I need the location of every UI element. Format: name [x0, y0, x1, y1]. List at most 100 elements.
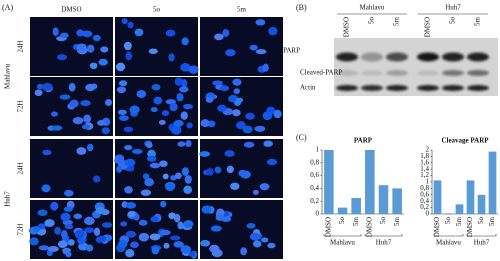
nucleus	[127, 21, 134, 29]
nucleus	[41, 184, 51, 193]
nucleus	[215, 213, 225, 221]
bar	[433, 180, 442, 214]
nucleus	[86, 143, 94, 152]
nucleus	[253, 240, 262, 248]
bar	[351, 198, 361, 214]
nucleus	[74, 229, 85, 239]
bar	[488, 151, 497, 214]
band	[361, 85, 383, 91]
nucleus	[245, 112, 255, 120]
x-tick-label: DMSO	[433, 217, 441, 237]
nucleus	[121, 18, 128, 25]
nucleus	[69, 99, 79, 108]
nucleus	[180, 111, 188, 120]
nucleus	[76, 147, 87, 155]
band	[386, 85, 408, 91]
nucleus	[125, 230, 136, 238]
micrograph	[200, 200, 283, 259]
nucleus	[273, 109, 282, 119]
nucleus	[150, 216, 159, 223]
column-label: DMSO	[61, 6, 81, 14]
nucleus	[163, 242, 170, 249]
nucleus	[165, 29, 176, 37]
bar	[365, 150, 375, 214]
nucleus	[252, 189, 259, 195]
nucleus	[89, 62, 98, 70]
nucleus	[29, 237, 39, 246]
nucleus	[95, 206, 106, 215]
nucleus	[86, 44, 95, 53]
nucleus	[125, 248, 135, 258]
nucleus	[138, 219, 148, 226]
nucleus	[151, 83, 161, 91]
nucleus	[123, 41, 132, 51]
row-label: 24H	[17, 162, 25, 174]
nucleus	[149, 162, 161, 169]
nucleus	[83, 227, 95, 234]
nucleus	[162, 173, 169, 180]
nucleus	[64, 224, 74, 230]
x-tick-label: 5o	[379, 217, 387, 225]
row-label: 24H	[17, 40, 25, 52]
group-bracket	[323, 234, 362, 237]
nucleus	[81, 124, 90, 130]
nucleus	[114, 156, 125, 165]
nucleus	[123, 126, 134, 133]
micrograph	[200, 77, 283, 136]
nucleus	[147, 149, 156, 158]
y-tick-label: 0,4	[420, 197, 429, 205]
x-tick-label: 5o	[444, 217, 452, 225]
nucleus	[102, 222, 113, 228]
nucleus	[267, 242, 276, 249]
y-tick-label: 0,2	[420, 203, 429, 211]
y-tick-label: 1	[426, 178, 430, 186]
nucleus	[225, 49, 236, 57]
nucleus	[255, 49, 267, 55]
nucleus	[134, 28, 144, 37]
nucleus	[168, 53, 175, 62]
bar	[466, 180, 475, 214]
y-tick-label: 0,8	[420, 184, 429, 192]
x-tick-label: DMSO	[324, 217, 332, 237]
nucleus	[83, 114, 91, 123]
nucleus	[100, 46, 109, 53]
group-label: Huh7	[474, 239, 490, 247]
nucleus	[226, 165, 234, 174]
nucleus	[160, 200, 167, 208]
nucleus	[188, 65, 199, 74]
nucleus	[185, 139, 192, 148]
nucleus	[214, 33, 224, 41]
nucleus	[249, 232, 261, 241]
lane-label: DMSO	[343, 17, 351, 37]
nucleus	[68, 239, 75, 246]
column-label: 5o	[153, 6, 161, 14]
nucleus	[230, 182, 240, 191]
band	[361, 52, 383, 62]
nucleus	[97, 235, 107, 243]
nucleus	[125, 51, 133, 61]
nucleus	[174, 77, 183, 86]
y-tick-label: 2	[426, 146, 430, 154]
micrograph	[30, 139, 113, 198]
x-tick-label: DMSO	[365, 217, 373, 237]
nucleus	[214, 166, 222, 174]
nucleus	[174, 172, 182, 180]
bar	[378, 185, 389, 214]
band	[386, 52, 408, 62]
band-label: Actin	[300, 84, 316, 92]
nucleus	[182, 103, 193, 110]
micrograph-bg	[30, 17, 113, 76]
micrograph	[199, 139, 283, 198]
micrograph	[28, 200, 113, 259]
group-bracket	[433, 234, 464, 237]
nucleus	[37, 223, 46, 230]
x-tick-label: 5m	[352, 216, 360, 226]
lane-label: DMSO	[424, 17, 432, 37]
micrograph-bg	[200, 17, 283, 76]
nucleus	[210, 225, 222, 232]
nucleus	[73, 213, 83, 220]
bar	[477, 194, 486, 214]
nucleus	[124, 186, 133, 194]
chart-title: Cleavage PARP	[441, 137, 489, 145]
y-tick-label: 0,6	[420, 190, 429, 198]
